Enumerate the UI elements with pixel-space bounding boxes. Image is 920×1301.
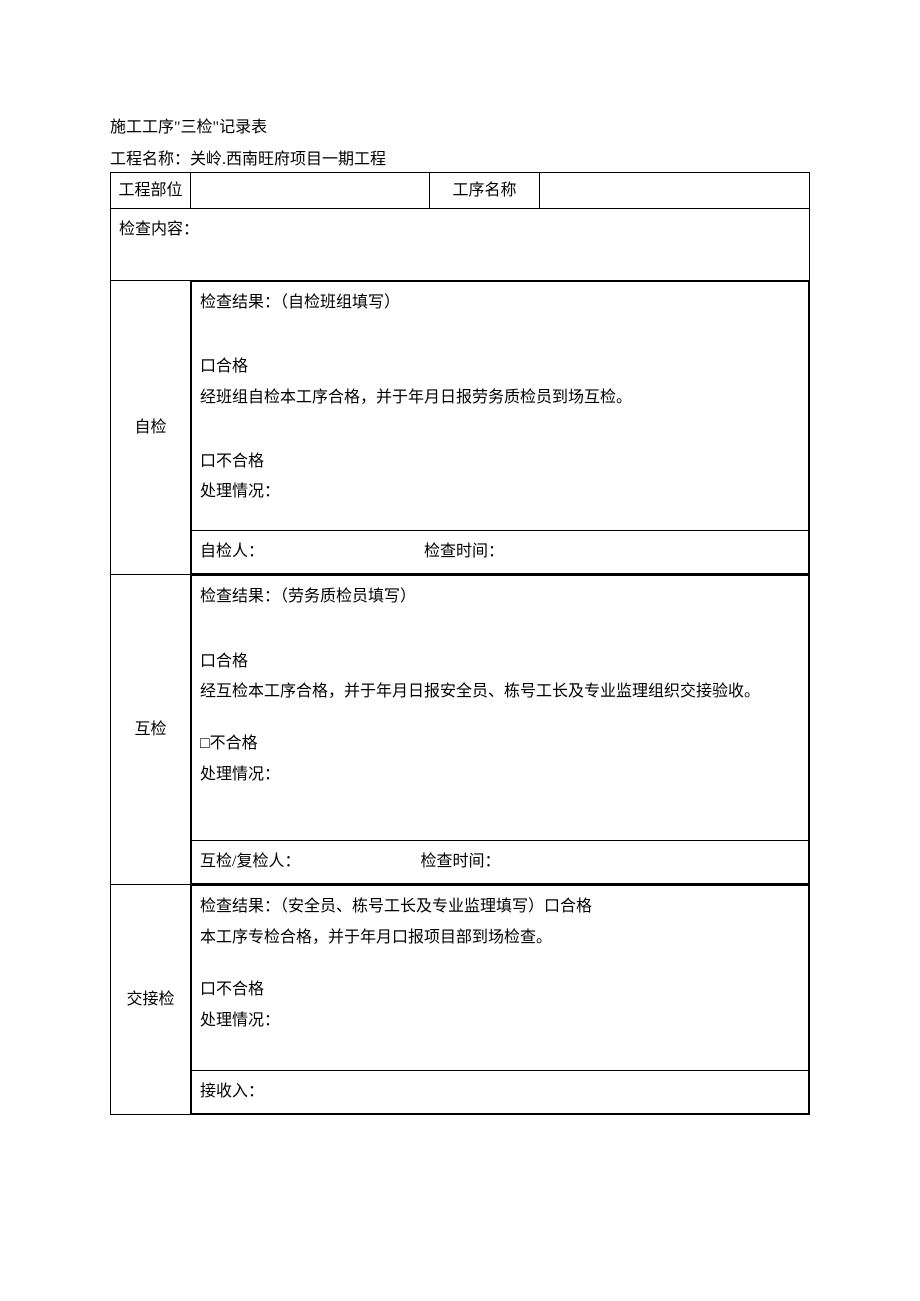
doc-title: 施工工序"三检"记录表 <box>110 115 810 141</box>
mutual-time: 检查时间： <box>420 853 500 870</box>
self-pass: 口合格 <box>192 352 808 382</box>
self-fail: 口不合格 <box>192 447 808 477</box>
hand-label: 交接检 <box>111 982 190 1017</box>
hand-body-cell: 检查结果：（安全员、栋号工长及专业监理填写）口合格 本工序专检合格，并于年月口报… <box>191 885 810 1115</box>
mutual-result-line: 检查结果：（劳务质检员填写） <box>192 576 808 618</box>
self-time: 检查时间： <box>424 543 504 560</box>
hand-sign-row: 接收入： <box>192 1071 808 1113</box>
hand-result-line2: 本工序专检合格，并于年月口报项目部到场检查。 <box>192 923 808 959</box>
hand-inner: 检查结果：（安全员、栋号工长及专业监理填写）口合格 本工序专检合格，并于年月口报… <box>191 885 809 1114</box>
cell-part-label: 工程部位 <box>111 173 191 209</box>
mutual-pass: 口合格 <box>192 647 808 677</box>
hand-fail-note: 处理情况： <box>192 1006 808 1042</box>
self-check-row: 自检 检查结果：（自检班组填写） 口合格 经班组自检本工序合格，并于年月日报劳务… <box>111 280 810 574</box>
mutual-signer: 互检/复检人： <box>200 853 300 870</box>
self-inner: 检查结果：（自检班组填写） 口合格 经班组自检本工序合格，并于年月日报劳务质检员… <box>191 281 809 574</box>
cell-check-content: 检查内容： <box>111 209 810 280</box>
project-label: 工程名称： <box>110 151 190 168</box>
part-label: 工程部位 <box>111 173 190 208</box>
project-line: 工程名称：关岭.西南旺府项目一期工程 <box>110 147 810 173</box>
mutual-body-cell: 检查结果：（劳务质检员填写） 口合格 经互检本工序合格，并于年月日报安全员、栋号… <box>191 575 810 885</box>
project-name: 关岭.西南旺府项目一期工程 <box>190 151 386 168</box>
self-result-line: 检查结果：（自检班组填写） <box>192 282 808 324</box>
hand-result-line: 检查结果：（安全员、栋号工长及专业监理填写）口合格 <box>192 886 808 922</box>
mutual-label: 互检 <box>111 712 190 747</box>
check-content-row: 检查内容： <box>111 209 810 280</box>
handover-check-row: 交接检 检查结果：（安全员、栋号工长及专业监理填写）口合格 本工序专检合格，并于… <box>111 885 810 1115</box>
mutual-inner: 检查结果：（劳务质检员填写） 口合格 经互检本工序合格，并于年月日报安全员、栋号… <box>191 575 809 884</box>
mutual-fail: □不合格 <box>192 729 808 759</box>
mutual-label-cell: 互检 <box>111 575 191 885</box>
header-row: 工程部位 工序名称 <box>111 173 810 209</box>
self-fail-note: 处理情况： <box>192 477 808 513</box>
self-label: 自检 <box>111 410 190 445</box>
hand-label-cell: 交接检 <box>111 885 191 1115</box>
cell-proc-label: 工序名称 <box>430 173 540 209</box>
mutual-check-row: 互检 检查结果：（劳务质检员填写） 口合格 经互检本工序合格，并于年月日报安全员… <box>111 575 810 885</box>
mutual-pass-note: 经互检本工序合格，并于年月日报安全员、栋号工长及专业监理组织交接验收。 <box>192 677 808 713</box>
self-label-cell: 自检 <box>111 280 191 574</box>
self-body-cell: 检查结果：（自检班组填写） 口合格 经班组自检本工序合格，并于年月日报劳务质检员… <box>191 280 810 574</box>
mutual-fail-note: 处理情况： <box>192 760 808 796</box>
proc-label: 工序名称 <box>430 173 539 208</box>
check-content-label: 检查内容： <box>111 209 809 251</box>
mutual-sign-row: 互检/复检人： 检查时间： <box>192 841 808 883</box>
cell-proc-value <box>540 173 810 209</box>
self-pass-note: 经班组自检本工序合格，并于年月日报劳务质检员到场互检。 <box>192 383 808 419</box>
page: 施工工序"三检"记录表 工程名称：关岭.西南旺府项目一期工程 工程部位 工序名称… <box>0 0 920 1175</box>
cell-part-value <box>191 173 430 209</box>
self-sign-row: 自检人： 检查时间： <box>192 531 808 573</box>
form-table: 工程部位 工序名称 检查内容： 自检 检查结果：（自检班组填写 <box>110 172 810 1115</box>
self-signer: 自检人： <box>200 543 264 560</box>
hand-signer: 接收入： <box>200 1083 264 1100</box>
hand-fail: 口不合格 <box>192 975 808 1005</box>
